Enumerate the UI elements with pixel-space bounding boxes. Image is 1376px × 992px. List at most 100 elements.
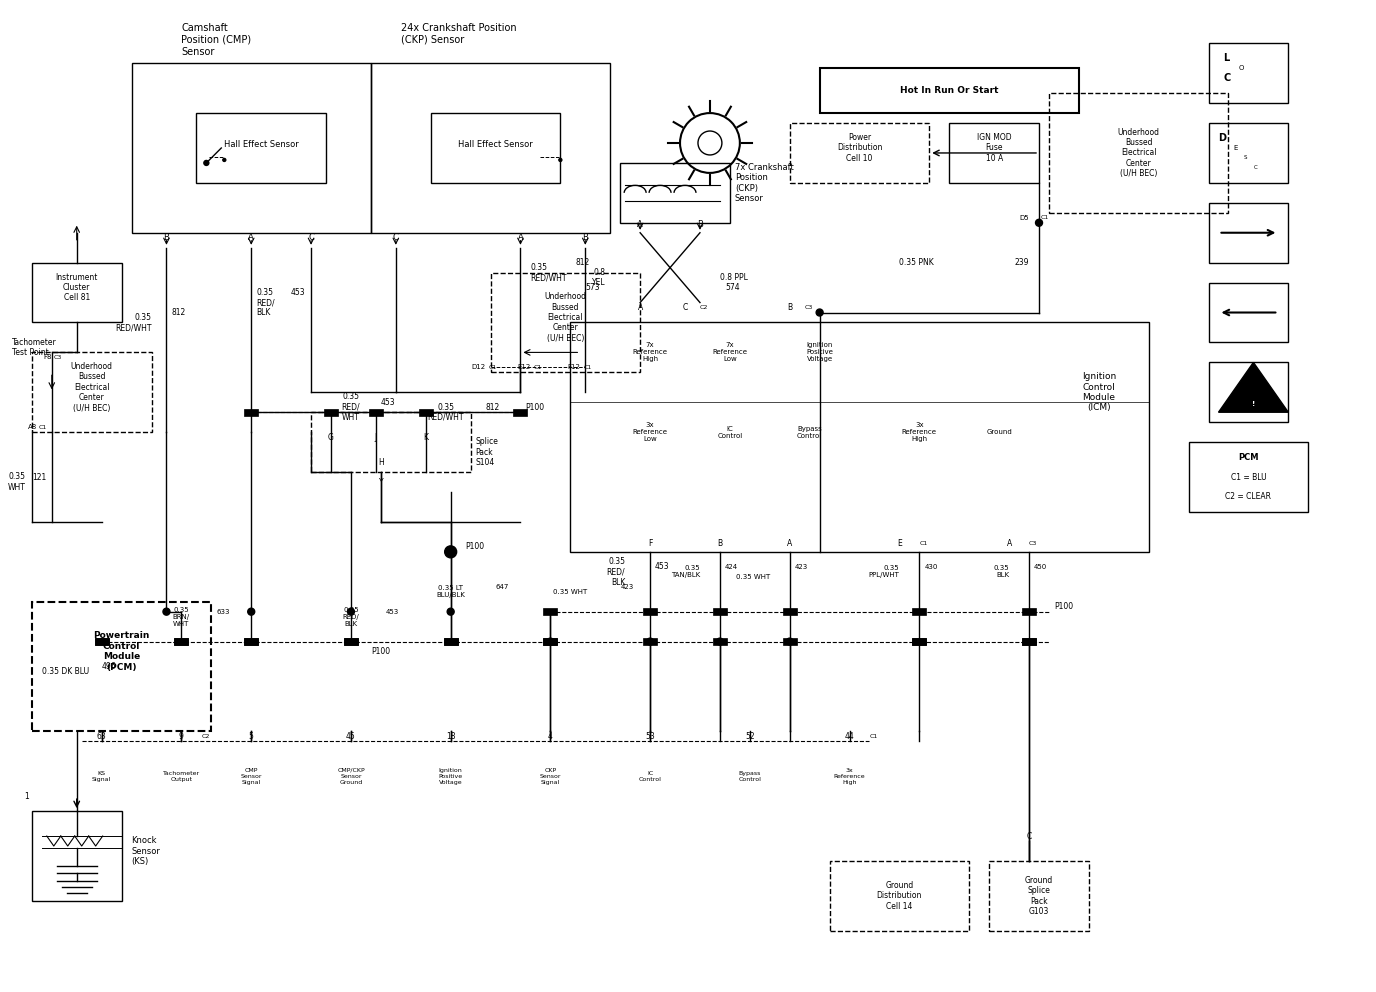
- Text: 3x
Reference
Low: 3x Reference Low: [633, 423, 667, 442]
- Circle shape: [204, 161, 209, 166]
- Text: G: G: [327, 433, 334, 441]
- Bar: [431, 113, 560, 183]
- Bar: [1022, 608, 1036, 615]
- Text: Tachometer
Test Point: Tachometer Test Point: [12, 337, 56, 357]
- Text: B: B: [787, 303, 793, 312]
- Circle shape: [162, 608, 171, 615]
- Text: C1: C1: [534, 365, 542, 370]
- Text: D12: D12: [472, 364, 486, 370]
- Text: Instrument
Cluster
Cell 81: Instrument Cluster Cell 81: [55, 273, 98, 303]
- Text: 812: 812: [575, 258, 589, 267]
- Bar: [1189, 442, 1309, 512]
- Bar: [175, 638, 189, 645]
- Bar: [1208, 283, 1288, 342]
- Text: 0.35
BRN/
WHT: 0.35 BRN/ WHT: [173, 607, 190, 627]
- Circle shape: [348, 608, 355, 615]
- Bar: [713, 608, 727, 615]
- Text: 0.35 PNK: 0.35 PNK: [900, 258, 934, 267]
- Text: B: B: [717, 540, 722, 549]
- Circle shape: [248, 608, 255, 615]
- Text: C1: C1: [919, 542, 927, 547]
- Text: S: S: [1244, 156, 1247, 161]
- Text: 7x
Reference
Low: 7x Reference Low: [713, 342, 747, 362]
- Text: Splice
Pack
S104: Splice Pack S104: [476, 437, 498, 467]
- Bar: [513, 409, 527, 416]
- Circle shape: [816, 310, 823, 316]
- Bar: [1208, 44, 1288, 103]
- Text: 0.35 LT
BLU/BLK: 0.35 LT BLU/BLK: [436, 585, 465, 598]
- Bar: [175, 638, 189, 645]
- Text: H: H: [378, 457, 384, 466]
- Text: KS
Signal: KS Signal: [92, 771, 111, 782]
- Text: 45: 45: [347, 732, 356, 741]
- Text: Ignition
Positive
Voltage: Ignition Positive Voltage: [439, 768, 462, 785]
- Text: L: L: [1223, 54, 1230, 63]
- Text: C3: C3: [54, 355, 62, 360]
- Text: 0.35
RED/
WHT: 0.35 RED/ WHT: [341, 393, 361, 423]
- Bar: [443, 638, 458, 645]
- Text: 574: 574: [725, 283, 739, 292]
- Text: 424: 424: [725, 563, 738, 569]
- Text: Underhood
Bussed
Electrical
Center
(U/H BEC): Underhood Bussed Electrical Center (U/H …: [1117, 128, 1160, 179]
- Text: 453: 453: [381, 398, 395, 407]
- Text: OBD II: OBD II: [1245, 415, 1262, 420]
- Bar: [95, 638, 109, 645]
- Bar: [830, 861, 969, 930]
- Text: C1: C1: [870, 734, 878, 739]
- Text: 52: 52: [744, 732, 754, 741]
- Text: B: B: [164, 233, 169, 242]
- Text: 0.35
RED/WHT: 0.35 RED/WHT: [428, 403, 464, 422]
- Text: 24x Crankshaft Position
(CKP) Sensor: 24x Crankshaft Position (CKP) Sensor: [400, 24, 516, 45]
- Text: B: B: [698, 220, 703, 229]
- Bar: [912, 608, 926, 615]
- Text: Bypass
Control: Bypass Control: [797, 426, 823, 438]
- Bar: [32, 352, 151, 433]
- Text: Underhood
Bussed
Electrical
Center
(U/H BEC): Underhood Bussed Electrical Center (U/H …: [545, 293, 586, 343]
- Text: 53: 53: [645, 732, 655, 741]
- Text: C: C: [308, 233, 314, 242]
- Text: Ground
Distribution
Cell 14: Ground Distribution Cell 14: [877, 881, 922, 911]
- Bar: [544, 638, 557, 645]
- Text: C1: C1: [39, 425, 47, 430]
- Circle shape: [223, 159, 226, 162]
- Text: 430: 430: [925, 563, 937, 569]
- Text: Hot In Run Or Start: Hot In Run Or Start: [900, 85, 999, 94]
- Text: C: C: [1254, 166, 1258, 171]
- Bar: [783, 638, 797, 645]
- Text: Underhood
Bussed
Electrical
Center
(U/H BEC): Underhood Bussed Electrical Center (U/H …: [70, 362, 113, 413]
- Text: 121: 121: [32, 472, 45, 481]
- Bar: [1049, 93, 1229, 213]
- Text: C: C: [394, 233, 399, 242]
- Bar: [989, 861, 1088, 930]
- Text: 0.8
YEL: 0.8 YEL: [592, 268, 605, 288]
- Text: C3: C3: [1029, 542, 1038, 547]
- Text: Y: Y: [378, 477, 383, 486]
- Text: D: D: [1219, 133, 1226, 143]
- Text: 0.35
TAN/BLK: 0.35 TAN/BLK: [670, 565, 700, 578]
- Text: 453: 453: [385, 609, 399, 615]
- Circle shape: [444, 546, 457, 558]
- Text: CKP
Sensor
Signal: CKP Sensor Signal: [539, 768, 561, 785]
- Text: A: A: [1006, 540, 1011, 549]
- Text: C: C: [1026, 831, 1032, 840]
- Bar: [95, 638, 109, 645]
- Text: 0.35
RED/
BLK: 0.35 RED/ BLK: [343, 607, 359, 627]
- Text: C2: C2: [700, 305, 709, 310]
- Text: O: O: [1238, 65, 1244, 71]
- Text: 0.35
WHT: 0.35 WHT: [8, 472, 26, 492]
- Text: F12: F12: [567, 364, 581, 370]
- Text: 0.35
PPL/WHT: 0.35 PPL/WHT: [868, 565, 900, 578]
- Text: A: A: [787, 540, 793, 549]
- Bar: [323, 409, 338, 416]
- Text: 1: 1: [25, 792, 29, 801]
- Text: Ground: Ground: [987, 430, 1011, 435]
- Bar: [132, 63, 372, 233]
- Text: K: K: [424, 433, 428, 441]
- Bar: [544, 608, 557, 615]
- Text: 423: 423: [795, 563, 808, 569]
- Bar: [372, 63, 610, 233]
- Text: 423: 423: [621, 583, 633, 590]
- Text: C2 = CLEAR: C2 = CLEAR: [1226, 492, 1271, 502]
- Text: IGN MOD
Fuse
10 A: IGN MOD Fuse 10 A: [977, 133, 1011, 163]
- Bar: [418, 409, 432, 416]
